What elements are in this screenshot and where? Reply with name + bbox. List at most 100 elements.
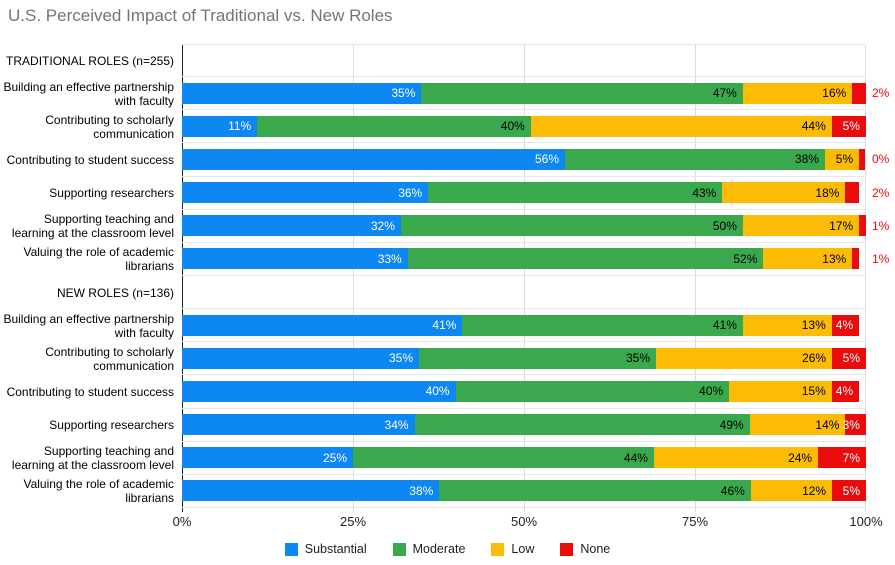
bar-segment-none: 7%	[818, 447, 866, 469]
gridline-25	[353, 44, 354, 508]
bar-segment-substantial: 11%	[182, 115, 258, 137]
data-label: 38%	[794, 152, 819, 167]
chart-row: Building an effective partnership with f…	[0, 77, 889, 111]
stacked-bar: 25% 44% 24% 7%	[182, 447, 866, 469]
data-label: 50%	[712, 218, 737, 233]
bar-segment-substantial: 35%	[182, 82, 422, 104]
bar-segment-moderate: 47%	[421, 82, 743, 104]
stacked-bar: 38% 46% 12% 5%	[182, 480, 866, 502]
chart-row: Valuing the role of academic librarians 1…	[0, 243, 889, 276]
stacked-bar: 35% 35% 26% 5%	[182, 347, 867, 369]
data-label: 13%	[801, 318, 826, 333]
data-label: 41%	[432, 318, 457, 333]
bar-segment-low: 24%	[653, 447, 819, 469]
legend-label: None	[580, 542, 611, 556]
data-label: 49%	[719, 417, 744, 432]
plot-cell: 2% 35% 47% 16%	[182, 77, 889, 111]
axis-tick-mark	[695, 508, 696, 512]
bar-segment-low: 5%	[824, 148, 860, 170]
plot-cell: 1% 33% 52% 13%	[182, 243, 889, 276]
bar-segment-moderate: 46%	[439, 480, 751, 502]
category-label: Contributing to student success	[6, 152, 174, 167]
plot-cell: 11% 40% 44% 5%	[182, 110, 866, 144]
data-label: 7%	[842, 450, 860, 465]
category-label: Supporting teaching and learning at the …	[11, 212, 174, 241]
bar-segment-none	[859, 215, 866, 237]
x-tick-label: 75%	[681, 514, 709, 529]
bar-segment-moderate: 40%	[257, 115, 531, 137]
plot-cell: 1% 32% 50% 17%	[182, 210, 889, 243]
stacked-bar: 34% 49% 14% 3%	[182, 414, 866, 436]
chart-row: Valuing the role of academic librarians 3…	[0, 475, 866, 508]
bar-segment-substantial: 40%	[182, 380, 456, 402]
data-label: 46%	[720, 483, 745, 498]
bar-segment-moderate: 35%	[419, 347, 657, 369]
bar-segment-low: 26%	[656, 347, 833, 369]
legend-label: Low	[511, 542, 535, 556]
bar-segment-moderate: 41%	[462, 314, 743, 336]
category-label: Building an effective partnership with f…	[3, 79, 174, 108]
data-label: 47%	[712, 86, 737, 101]
bar-segment-none: 5%	[831, 115, 866, 137]
bar-segment-substantial: 41%	[182, 314, 463, 336]
bar-segment-substantial: 34%	[182, 414, 415, 436]
bar-segment-low: 13%	[763, 248, 853, 270]
legend-swatch-substantial	[284, 542, 298, 556]
legend-label: Moderate	[412, 542, 466, 556]
data-label: 34%	[384, 417, 409, 432]
category-label: Contributing to student success	[6, 384, 174, 399]
data-label: 16%	[822, 86, 847, 101]
legend-swatch-moderate	[392, 542, 406, 556]
x-axis: 0% 25% 50% 75% 100%	[173, 508, 883, 532]
bar-segment-none	[852, 248, 860, 270]
bar-segment-moderate: 50%	[400, 215, 743, 237]
chart-plot-area: TRADITIONAL ROLES (n=255) Building an eff…	[0, 44, 895, 508]
data-label: 35%	[626, 351, 651, 366]
data-label: 35%	[388, 351, 414, 366]
data-label: 40%	[500, 119, 525, 134]
category-label: Supporting teaching and learning at the …	[11, 444, 174, 473]
bar-segment-substantial: 36%	[182, 182, 429, 204]
plot-cell	[182, 44, 866, 78]
bar-segment-moderate: 43%	[428, 182, 723, 204]
axis-tick-mark	[865, 508, 866, 512]
bar-segment-moderate: 49%	[414, 414, 750, 436]
data-label: 5%	[842, 351, 861, 366]
none-outside-label: 1%	[872, 218, 890, 233]
category-label: Valuing the role of academic librarians	[23, 245, 174, 274]
x-tick-label: 25%	[339, 514, 367, 529]
data-label: 32%	[370, 218, 395, 233]
data-label: 12%	[802, 483, 827, 498]
legend: Substantial Moderate Low None	[0, 542, 895, 556]
plot-cell: 41% 41% 13% 4%	[182, 309, 866, 343]
category-label: Supporting researchers	[49, 418, 174, 433]
plot-cell: 38% 46% 12% 5%	[182, 475, 866, 508]
data-label: 11%	[228, 119, 252, 134]
bar-segment-none	[845, 182, 860, 204]
group-label: NEW ROLES (n=136)	[56, 285, 174, 300]
legend-item-substantial: Substantial	[284, 542, 367, 556]
bar-segment-moderate: 40%	[455, 380, 730, 402]
bar-segment-none: 5%	[832, 347, 867, 369]
legend-swatch-low	[491, 542, 505, 556]
data-label: 24%	[788, 450, 813, 465]
chart-row: Supporting researchers 34% 49% 14% 3%	[0, 409, 866, 442]
group-row: TRADITIONAL ROLES (n=255)	[0, 44, 866, 78]
plot-cell: 35% 35% 26% 5%	[182, 342, 867, 376]
legend-item-low: Low	[491, 542, 534, 556]
chart-row: Contributing to scholarly communication 1…	[0, 110, 866, 144]
category-label: Building an effective partnership with f…	[3, 311, 174, 340]
bar-segment-moderate: 38%	[565, 148, 825, 170]
x-tick-label: 50%	[510, 514, 538, 529]
bar-segment-substantial: 35%	[182, 347, 420, 369]
data-label: 43%	[692, 185, 717, 200]
bar-segment-low: 17%	[742, 215, 860, 237]
data-label: 26%	[802, 351, 827, 366]
data-label: 17%	[829, 218, 854, 233]
bar-segment-low: 13%	[742, 314, 832, 336]
stacked-bar: 33% 52% 13%	[182, 248, 866, 270]
bar-segment-low: 14%	[749, 414, 846, 436]
none-outside-label: 2%	[872, 86, 890, 101]
category-label: Contributing to scholarly communication	[45, 344, 174, 373]
